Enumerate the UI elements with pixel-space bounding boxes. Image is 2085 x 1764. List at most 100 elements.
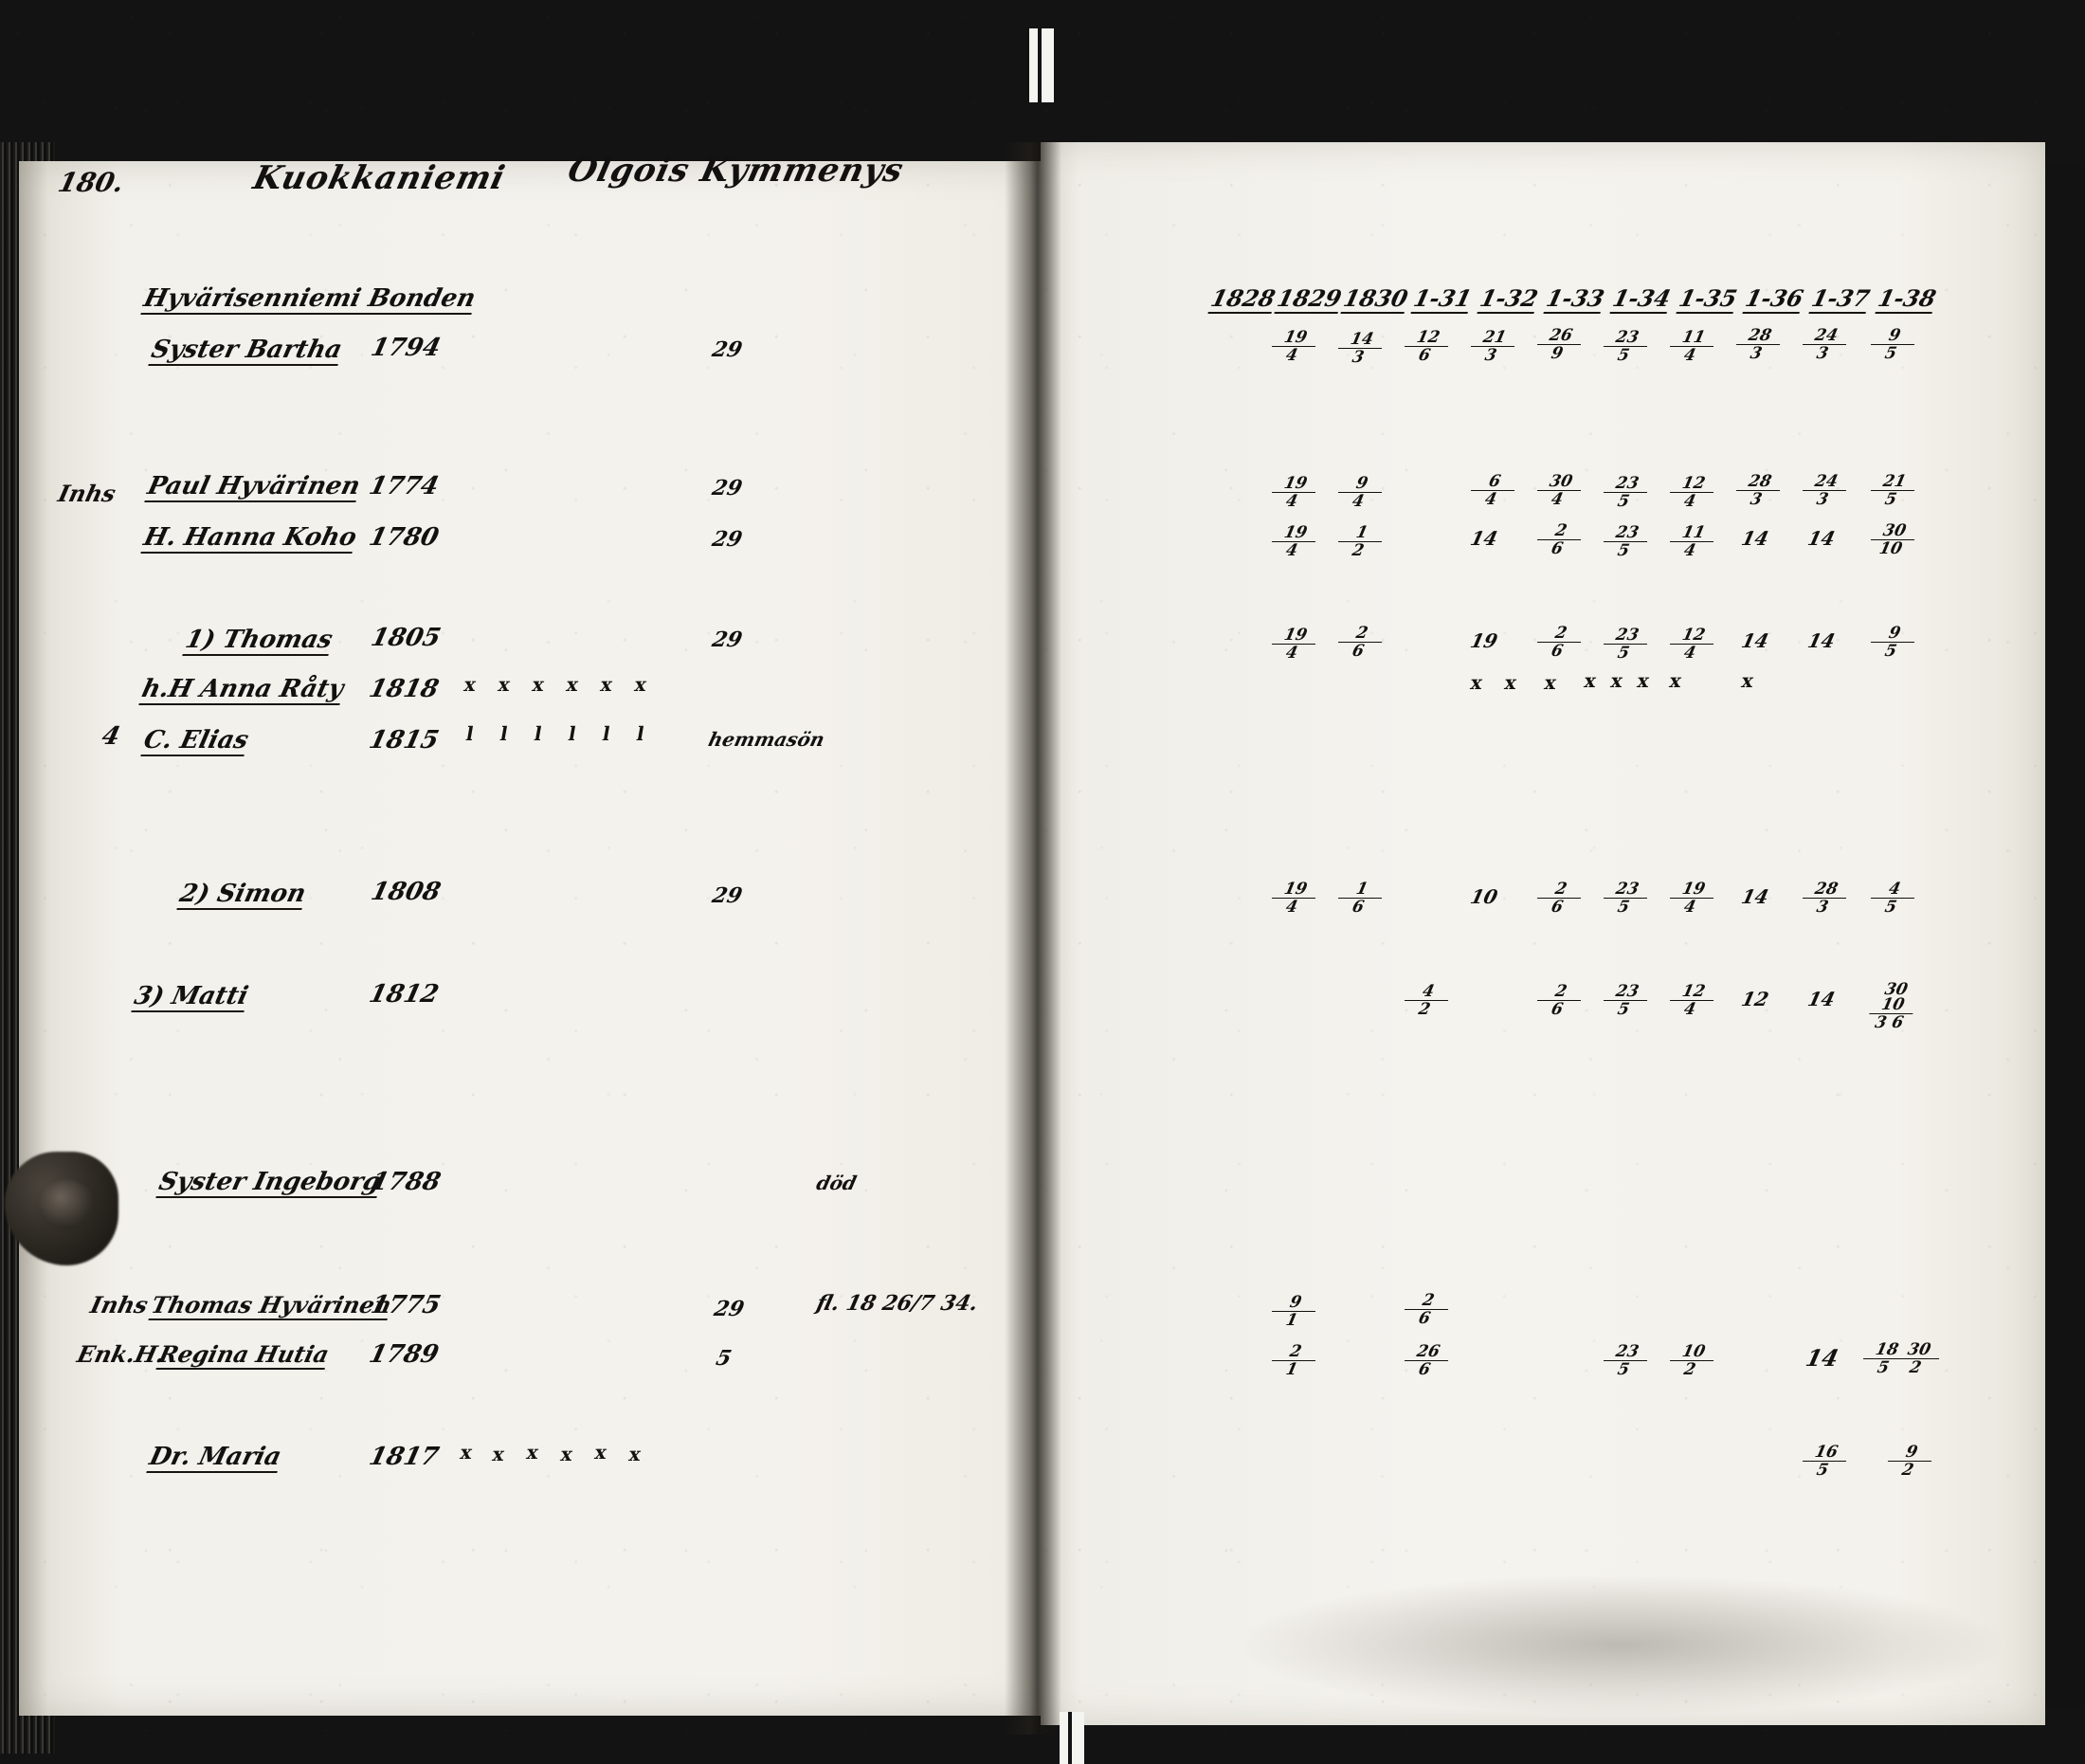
- table-row-name: 1) Thomas: [182, 626, 335, 656]
- village-heading-right: Olgois Kymmenys: [564, 152, 908, 190]
- communion-entry: 14: [1468, 527, 1500, 550]
- year-column-header: 1-33: [1543, 284, 1607, 314]
- communion-entry: 23 5: [1600, 626, 1651, 663]
- communion-entry: 14: [1739, 629, 1771, 652]
- year-column-header: 1-32: [1477, 284, 1541, 314]
- communion-entry: 19 4: [1268, 523, 1319, 560]
- table-row-name: Syster Ingeborg: [155, 1168, 384, 1198]
- communion-entry: 26 9: [1533, 326, 1585, 363]
- table-row-name: Paul Hyvärinen: [144, 472, 363, 502]
- table-row-birth: 1805: [368, 624, 444, 652]
- communion-entry: 28 3: [1732, 472, 1784, 509]
- year-column-header: 1829: [1274, 284, 1345, 314]
- table-row-forhor: 29: [709, 527, 745, 552]
- table-row-status: Inhs: [55, 480, 118, 507]
- table-row-birth: 1789: [366, 1340, 442, 1369]
- table-row-name: Syster Bartha: [148, 336, 345, 366]
- page-number: 180.: [55, 167, 128, 198]
- communion-entry: 12 4: [1666, 474, 1717, 511]
- communion-entry: 30 2: [1892, 1340, 1943, 1377]
- year-column-header: 1-35: [1676, 284, 1740, 314]
- table-row-birth: 1775: [368, 1291, 444, 1319]
- communion-entry: 11 4: [1666, 523, 1717, 560]
- year-column-header: 1-36: [1742, 284, 1806, 314]
- table-row-name: 3) Matti: [131, 982, 251, 1012]
- year-column-header: 1-31: [1410, 284, 1475, 314]
- table-row-name: C. Elias: [140, 726, 252, 756]
- communion-entry: 23 5: [1600, 1342, 1651, 1379]
- table-row-name: Regina Hutia: [155, 1340, 332, 1370]
- table-row-status: Enk.H.: [74, 1340, 169, 1368]
- communion-entry: 14: [1805, 629, 1838, 652]
- communion-entry: 19 4: [1268, 880, 1319, 917]
- table-row-birth: 1812: [366, 980, 442, 1009]
- communion-entry: 10: [1468, 885, 1500, 908]
- year-column-header: 1830: [1340, 284, 1411, 314]
- table-row-forhor: 29: [709, 883, 745, 908]
- communion-entry: 14: [1805, 988, 1838, 1010]
- communion-entry: 19 4: [1268, 328, 1319, 365]
- communion-entry: 23 5: [1600, 523, 1651, 560]
- table-row-birth: 1788: [368, 1168, 444, 1196]
- communion-entry: 24 3: [1799, 472, 1850, 509]
- communion-entry: 24 3: [1799, 326, 1850, 363]
- table-row-birth: 1818: [366, 675, 442, 703]
- year-column-header: 1-37: [1808, 284, 1873, 314]
- year-column-header: 1828: [1207, 284, 1278, 314]
- table-row-name: h.H Anna Råty: [138, 675, 347, 705]
- village-heading-left: Kuokkaniemi: [249, 159, 510, 197]
- communion-entry: 14: [1803, 1344, 1841, 1372]
- table-row-birth: 1774: [366, 472, 442, 500]
- finger-highlight: [38, 1180, 95, 1229]
- communion-entry: 23 5: [1600, 880, 1651, 917]
- communion-entry: 16 5: [1799, 1443, 1850, 1480]
- table-row-forhor: 29: [711, 1297, 747, 1321]
- year-column-header: 1-34: [1609, 284, 1674, 314]
- communion-entry: 14: [1805, 527, 1838, 550]
- communion-entry: 23 5: [1600, 982, 1651, 1019]
- right-page-paper: [1041, 142, 2045, 1725]
- communion-entry: 26 6: [1401, 1342, 1452, 1379]
- communion-entry: 12 6: [1401, 328, 1452, 365]
- table-row-remarks: hemmasön: [706, 728, 827, 751]
- communion-entry: 19 4: [1268, 474, 1319, 511]
- communion-entry: 21 3: [1467, 328, 1518, 365]
- table-row-birth: 1794: [368, 334, 444, 362]
- communion-entry: 21 5: [1867, 472, 1918, 509]
- table-row-remarks: död: [814, 1172, 860, 1194]
- table-row-birth: 1817: [366, 1443, 442, 1471]
- communion-entry: 28 3: [1732, 326, 1784, 363]
- communion-entry: 30 4: [1533, 472, 1585, 509]
- communion-entry: 19 4: [1666, 880, 1717, 917]
- table-row-name: Dr. Maria: [146, 1443, 284, 1473]
- table-row-name: 2) Simon: [176, 880, 309, 910]
- communion-entry: 14: [1739, 527, 1771, 550]
- communion-entry: 19: [1468, 629, 1500, 652]
- communion-entry: 11 4: [1666, 328, 1717, 365]
- table-row-name: Thomas Hyvärinen: [148, 1291, 394, 1320]
- scanner-clamp-top: [1029, 28, 1054, 102]
- table-row-forhor: 29: [709, 627, 745, 652]
- table-row-name: H. Hanna Koho: [140, 523, 360, 554]
- table-row-birth: 1815: [366, 726, 442, 755]
- communion-entry: 12 4: [1666, 982, 1717, 1019]
- scanner-clamp-bottom: [1060, 1712, 1084, 1764]
- communion-entry: 23 5: [1600, 474, 1651, 511]
- communion-entry: 12 4: [1666, 626, 1717, 663]
- communion-entry: 23 5: [1600, 328, 1651, 365]
- communion-entry: 28 3: [1799, 880, 1850, 917]
